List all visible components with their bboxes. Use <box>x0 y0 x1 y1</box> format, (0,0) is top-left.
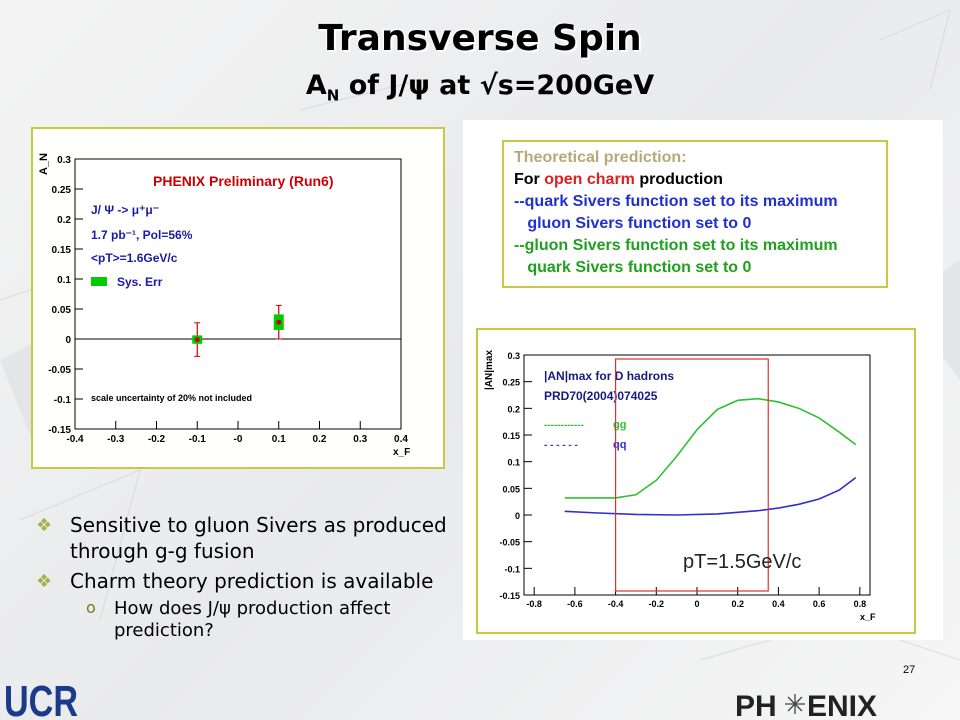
x-tick-label: 0.6 <box>813 599 826 609</box>
diamond-bullet-icon: ❖ <box>36 515 53 536</box>
x-tick-label: 0.3 <box>353 434 367 445</box>
sys-legend-label: Sys. Err <box>117 275 163 289</box>
ucr-logo: UCR <box>4 677 78 720</box>
theory-line: Theoretical prediction: <box>514 149 687 166</box>
y-axis-label: A_N <box>38 153 50 175</box>
reference-label: PRD70(2004)074025 <box>544 389 658 403</box>
x-tick-label: -0 <box>234 434 243 445</box>
phenix-logo-text-b: ENIX <box>807 690 877 720</box>
highlight-box <box>614 358 769 592</box>
y-tick-label: 0 <box>515 511 520 521</box>
x-tick-label: 0.2 <box>731 599 744 609</box>
y-tick-label: 0.3 <box>57 155 71 166</box>
x-tick-label: -0.8 <box>526 599 542 609</box>
bullet-item: ❖ Sensitive to gluon Sivers as produced … <box>32 512 462 564</box>
y-tick-label: 0.1 <box>507 458 520 468</box>
subtitle-a: A <box>305 70 327 101</box>
x-tick-label: 0.4 <box>772 599 785 609</box>
x-tick-label: -0.2 <box>649 599 665 609</box>
series-line-qq <box>564 477 857 516</box>
phenix-an-plot: -0.15 -0.1 -0.05 0 0.05 0.1 0.15 0.2 0.25 0.3 -0.4… <box>38 153 410 458</box>
phenix-logo-text-a: PH <box>735 690 777 720</box>
legend-line: ------------ <box>544 420 584 431</box>
x-axis-label: x_F <box>860 612 876 622</box>
y-tick-label: 0.15 <box>52 245 72 256</box>
slide-subtitle: AN of J/ψ at √s=200GeV <box>0 70 960 104</box>
sub-bullet-item: o How does J/ψ production affect predict… <box>32 598 462 642</box>
sys-legend-swatch <box>91 277 107 286</box>
x-tick-label: -0.3 <box>107 434 125 445</box>
y-tick-label: 0.3 <box>507 351 520 361</box>
plot-frame <box>523 354 871 596</box>
x-tick-label: -0.4 <box>66 434 84 445</box>
subtitle-n: N <box>326 86 340 105</box>
decay-label: J/ Ψ -> μ⁺μ⁻ <box>91 203 159 217</box>
legend-line: - - - - - - <box>544 440 578 451</box>
theory-line: gluon Sivers function set to 0 <box>514 215 752 232</box>
y-tick-label: 0.15 <box>502 431 520 441</box>
page-number: 27 <box>903 664 916 676</box>
y-tick-label: -0.1 <box>504 564 520 574</box>
diamond-bullet-icon: ❖ <box>36 571 53 592</box>
x-tick-label: 0.1 <box>272 434 286 445</box>
x-tick-label: -0.4 <box>608 599 624 609</box>
theory-prediction-box: Theoretical prediction: For open charm pr… <box>502 140 888 288</box>
y-axis-label: |AN|max <box>484 350 495 390</box>
data-point <box>276 319 282 325</box>
theory-line: --quark Sivers function set to its maxim… <box>514 193 838 210</box>
y-tick-label: -0.05 <box>48 365 71 376</box>
plot-frame <box>74 158 402 430</box>
y-tick-label: -0.05 <box>499 538 520 548</box>
d-hadron-an-plot: -0.15 -0.1 -0.05 0 0.05 0.1 0.15 0.2 0.25 0.3 -0.8… <box>484 350 876 622</box>
x-tick-label: -0.2 <box>148 434 166 445</box>
scale-note: scale uncertainty of 20% not included <box>91 393 252 403</box>
x-tick-label: 0.4 <box>394 434 408 445</box>
chart-title: |AN|max for D hadrons <box>544 369 674 383</box>
y-tick-label: -0.15 <box>48 425 71 436</box>
y-tick-label: -0.15 <box>499 591 520 601</box>
bullet-item: ❖ Charm theory prediction is available <box>32 568 462 594</box>
y-tick-label: 0.05 <box>502 484 520 494</box>
theory-line-part: For <box>514 171 545 188</box>
pt-label: pT=1.5GeV/c <box>683 551 801 573</box>
theory-line: --gluon Sivers function set to its maxim… <box>514 237 838 254</box>
theory-line: quark Sivers function set to 0 <box>514 259 752 276</box>
y-tick-label: 0.1 <box>57 275 71 286</box>
bullet-list: ❖ Sensitive to gluon Sivers as produced … <box>32 512 462 642</box>
theory-line-part: production <box>634 171 723 188</box>
y-tick-label: -0.1 <box>54 395 72 406</box>
y-tick-label: 0 <box>65 335 71 346</box>
slide-title: Transverse Spin <box>318 18 642 59</box>
y-tick-label: 0.25 <box>502 378 520 388</box>
chart-title: PHENIX Preliminary (Run6) <box>153 173 334 189</box>
ucr-logo-text: UCR <box>4 677 78 720</box>
y-tick-label: 0.25 <box>52 185 72 196</box>
bullet-text: Charm theory prediction is available <box>70 569 434 593</box>
series-line-gg <box>564 397 857 499</box>
theory-line: For open charm production <box>514 169 876 191</box>
phenix-plot-panel: -0.15 -0.1 -0.05 0 0.05 0.1 0.15 0.2 0.25 0.3 -0.4… <box>31 127 445 469</box>
x-tick-label: 0.8 <box>854 599 867 609</box>
x-axis-label: x_F <box>393 447 410 458</box>
legend-label: qq <box>613 439 626 451</box>
circle-bullet-icon: o <box>86 598 96 617</box>
y-tick-label: 0.05 <box>52 305 72 316</box>
data-point <box>194 337 200 343</box>
x-tick-label: -0.6 <box>567 599 583 609</box>
x-tick-label: 0 <box>694 599 699 609</box>
sub-bullet-text: How does J/ψ production affect predictio… <box>114 598 391 641</box>
y-tick-label: 0.2 <box>57 215 71 226</box>
legend-label: gg <box>613 419 626 431</box>
x-tick-label: -0.1 <box>189 434 207 445</box>
theory-plot-panel: -0.15 -0.1 -0.05 0 0.05 0.1 0.15 0.2 0.25 0.3 -0.8… <box>476 328 916 634</box>
subtitle-rest: of J/ψ at √s=200GeV <box>339 70 655 101</box>
phenix-logo: PH ENIX <box>735 690 877 720</box>
bullet-text: Sensitive to gluon Sivers as produced th… <box>70 513 447 563</box>
y-tick-label: 0.2 <box>507 404 520 414</box>
pt-label: <pT>=1.6GeV/c <box>91 251 178 265</box>
lumi-label: 1.7 pb⁻¹, Pol=56% <box>91 228 193 242</box>
theory-line-part: open charm <box>544 171 635 188</box>
phenix-star-icon <box>785 694 805 714</box>
x-tick-label: 0.2 <box>313 434 327 445</box>
